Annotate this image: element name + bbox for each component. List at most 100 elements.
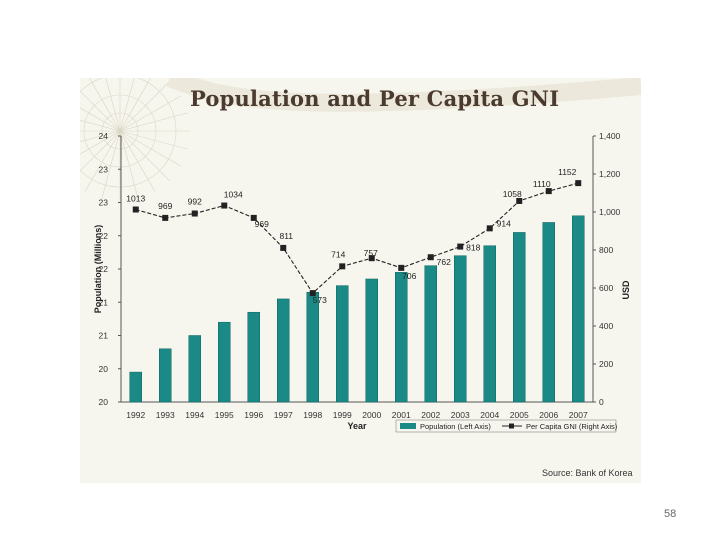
compass-decoration-ring [83, 94, 157, 168]
gni-point [486, 225, 493, 232]
gni-data-label: 1152 [558, 167, 577, 177]
x-axis-title: Year [347, 421, 367, 431]
left-tick-label: 22 [99, 231, 109, 241]
compass-decoration-ring [80, 78, 177, 188]
left-tick-label: 20 [99, 397, 109, 407]
gni-data-label: 714 [331, 249, 345, 259]
population-bar [306, 292, 319, 403]
gni-point [221, 202, 228, 209]
compass-decoration-ray [80, 130, 121, 143]
gni-data-label: 1034 [224, 190, 243, 200]
source-note: Source: Bank of Korea [542, 468, 633, 478]
population-bar [159, 348, 172, 403]
gni-data-label: 969 [158, 201, 172, 211]
gni-data-label: 914 [497, 218, 511, 228]
gni-point [368, 255, 375, 262]
left-tick-label: 24 [99, 131, 109, 141]
gni-data-label: 1110 [533, 179, 551, 189]
gni-point [250, 214, 257, 221]
x-tick-label: 2005 [510, 410, 529, 420]
right-tick-label: 0 [599, 397, 604, 407]
gni-data-label: 992 [188, 197, 202, 207]
population-bar [424, 265, 437, 403]
compass-decoration-ray [119, 112, 188, 132]
gni-data-label: 757 [364, 248, 378, 258]
right-tick-label: 800 [599, 245, 613, 255]
population-bar [129, 371, 142, 403]
compass-decoration-ray [80, 130, 121, 172]
left-axis-title: Population (Millions) [93, 225, 103, 314]
gni-point [132, 206, 139, 213]
right-tick-label: 1,200 [599, 169, 621, 179]
slide-number: 58 [664, 508, 677, 520]
x-tick-label: 2007 [569, 410, 588, 420]
x-tick-label: 1996 [244, 410, 263, 420]
left-tick-label: 23 [99, 198, 109, 208]
compass-decoration-ray [101, 130, 121, 199]
compass-decoration-ray [119, 78, 135, 132]
x-tick-label: 1994 [185, 410, 204, 420]
gni-data-label: 969 [255, 219, 269, 229]
compass-decoration-ray [80, 107, 121, 132]
compass-decoration-ray [80, 130, 121, 155]
right-axis-title: USD [621, 280, 631, 300]
gni-point [457, 243, 464, 250]
gni-point [280, 244, 287, 251]
compass-decoration-ring [101, 112, 139, 150]
population-bar [572, 215, 585, 403]
x-tick-label: 1995 [215, 410, 234, 420]
compass-decoration-ray [105, 78, 121, 132]
population-bar [454, 255, 467, 403]
population-bar [395, 272, 408, 403]
compass-decoration-ray [119, 78, 151, 132]
compass-decoration-ray [80, 90, 121, 132]
gni-point [575, 180, 582, 187]
chart: 20 20 21 21 22 22 23 23 24 0 200 400 600 800 1,000 1,20… [80, 78, 641, 433]
gni-data-label: 1058 [503, 189, 522, 199]
gni-point [309, 290, 316, 297]
x-tick-label: 2000 [362, 410, 381, 420]
compass-decoration-ray [119, 81, 170, 132]
gni-point [545, 188, 552, 195]
population-bar [513, 232, 526, 403]
chart-title: Population and Per Capita GNI [190, 86, 560, 111]
gni-data-label: 1013 [126, 194, 145, 204]
compass-decoration-ray [84, 130, 121, 192]
gni-data-label: 706 [402, 271, 416, 281]
population-bar [218, 321, 231, 403]
right-tick-label: 1,000 [599, 207, 621, 217]
left-tick-label: 21 [99, 331, 109, 341]
gni-data-label: 573 [313, 295, 327, 305]
x-tick-label: 2006 [539, 410, 558, 420]
gni-point [191, 210, 198, 217]
gni-data-label: 811 [279, 231, 293, 241]
right-tick-label: 1,400 [599, 131, 621, 141]
x-tick-label: 1998 [303, 410, 322, 420]
gni-point [339, 263, 346, 270]
x-tick-label: 2001 [392, 410, 411, 420]
left-tick-label: 20 [99, 364, 109, 374]
right-tick-label: 400 [599, 321, 613, 331]
gni-point [398, 264, 405, 271]
compass-decoration-ray [119, 130, 181, 167]
legend-label-gni: Per Capita GNI (Right Axis) [526, 422, 618, 431]
compass-decoration-ray [119, 130, 139, 199]
left-tick-label: 23 [99, 164, 109, 174]
x-tick-label: 1992 [126, 410, 145, 420]
population-bar [247, 311, 260, 403]
left-tick-label: 22 [99, 264, 109, 274]
population-bar [365, 278, 378, 403]
legend-box [395, 419, 617, 433]
legend-bar-swatch [400, 423, 416, 429]
gni-point [516, 197, 523, 204]
gni-data-label: 762 [437, 257, 451, 267]
x-tick-label: 2003 [451, 410, 470, 420]
x-tick-label: 1999 [333, 410, 352, 420]
x-tick-label: 2004 [480, 410, 499, 420]
population-bar [336, 285, 349, 403]
gni-point [427, 254, 434, 261]
compass-decoration-ray [119, 130, 188, 150]
compass-decoration-ray [119, 130, 170, 181]
x-tick-label: 2002 [421, 410, 440, 420]
legend-marker-swatch [509, 423, 514, 429]
